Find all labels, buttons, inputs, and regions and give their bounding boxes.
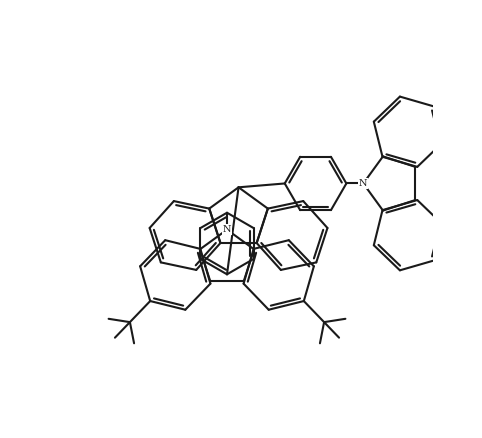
Text: N: N bbox=[359, 179, 368, 188]
Text: N: N bbox=[223, 225, 231, 234]
